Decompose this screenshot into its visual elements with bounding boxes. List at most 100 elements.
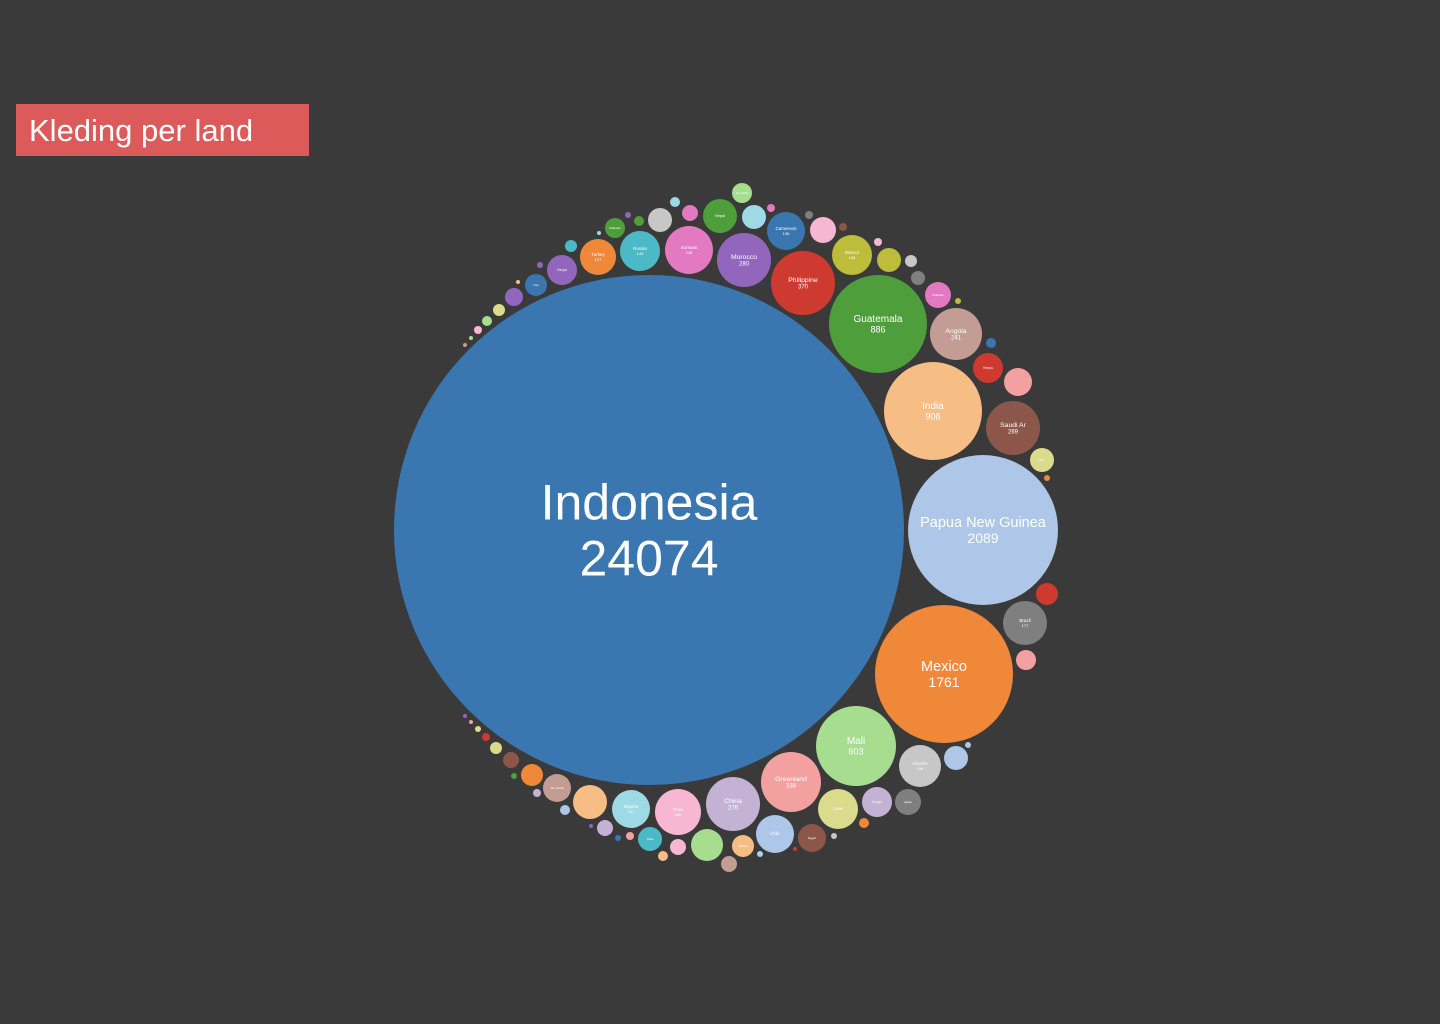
bubble-small[interactable] bbox=[521, 764, 543, 786]
bubble-small[interactable] bbox=[732, 183, 752, 203]
bubble-ukraine[interactable] bbox=[899, 745, 941, 787]
bubble-value: 145 bbox=[637, 251, 644, 256]
bubble-mexico[interactable] bbox=[832, 235, 872, 275]
bubble-small[interactable] bbox=[732, 835, 754, 857]
bubble-small[interactable] bbox=[560, 805, 570, 815]
bubble-small[interactable] bbox=[877, 248, 901, 272]
bubble-small[interactable] bbox=[482, 733, 490, 741]
bubble-small[interactable] bbox=[703, 199, 737, 233]
bubble-mali[interactable] bbox=[816, 706, 896, 786]
bubble-small[interactable] bbox=[469, 336, 473, 340]
bubble-small[interactable] bbox=[1030, 448, 1054, 472]
bubble-small[interactable] bbox=[905, 255, 917, 267]
bubble-small[interactable] bbox=[537, 262, 543, 268]
bubble-morocco[interactable] bbox=[717, 233, 771, 287]
bubble-small[interactable] bbox=[1016, 650, 1036, 670]
bubble-small[interactable] bbox=[634, 216, 644, 226]
bubble-nigeria[interactable] bbox=[612, 790, 650, 828]
bubble-brazil[interactable] bbox=[1003, 601, 1047, 645]
bubble-india[interactable] bbox=[884, 362, 982, 460]
bubble-small[interactable] bbox=[670, 839, 686, 855]
bubble-small[interactable] bbox=[1036, 583, 1058, 605]
bubble-indonesia[interactable] bbox=[394, 275, 904, 785]
bubble-small[interactable] bbox=[475, 726, 481, 732]
bubble-small[interactable] bbox=[615, 835, 621, 841]
bubble-small[interactable] bbox=[493, 304, 505, 316]
bubble-small[interactable] bbox=[597, 231, 601, 235]
bubble-small[interactable] bbox=[565, 240, 577, 252]
bubble-small[interactable] bbox=[1004, 368, 1032, 396]
bubble-small[interactable] bbox=[818, 789, 858, 829]
bubble-greenland[interactable] bbox=[761, 752, 821, 812]
bubble-small[interactable] bbox=[543, 774, 571, 802]
bubble-small[interactable] bbox=[973, 353, 1003, 383]
bubble-surinam[interactable] bbox=[665, 226, 713, 274]
bubble-value: 280 bbox=[739, 262, 750, 268]
bubble-small[interactable] bbox=[742, 205, 766, 229]
bubble-peru[interactable] bbox=[655, 789, 701, 835]
bubble-guatemala[interactable] bbox=[829, 275, 927, 373]
bubble-small[interactable] bbox=[944, 746, 968, 770]
bubble-papua-new-guinea[interactable] bbox=[908, 455, 1058, 605]
bubble-small[interactable] bbox=[516, 280, 520, 284]
bubble-small[interactable] bbox=[798, 824, 826, 852]
bubble-small[interactable] bbox=[490, 742, 502, 754]
bubble-small[interactable] bbox=[463, 714, 467, 718]
bubble-small[interactable] bbox=[658, 851, 668, 861]
bubble-small[interactable] bbox=[503, 752, 519, 768]
bubble-small[interactable] bbox=[670, 197, 680, 207]
bubble-small[interactable] bbox=[533, 789, 541, 797]
chart-title-box: Kleding per land bbox=[16, 104, 309, 156]
bubble-small[interactable] bbox=[862, 787, 892, 817]
bubble-china[interactable] bbox=[706, 777, 760, 831]
bubble-small[interactable] bbox=[626, 832, 634, 840]
bubble-mexico[interactable] bbox=[875, 605, 1013, 743]
bubble-small[interactable] bbox=[597, 820, 613, 836]
bubble-small[interactable] bbox=[757, 851, 763, 857]
bubble-small[interactable] bbox=[839, 223, 847, 231]
bubble-name: Indonesia bbox=[541, 475, 758, 531]
bubble-turkey[interactable] bbox=[580, 239, 616, 275]
bubble-philippine[interactable] bbox=[771, 251, 835, 315]
bubble-small[interactable] bbox=[691, 829, 723, 861]
bubble-cameroon[interactable] bbox=[767, 212, 805, 250]
bubble-small[interactable] bbox=[589, 824, 593, 828]
bubble-small[interactable] bbox=[547, 255, 577, 285]
bubble-name: Russia bbox=[633, 246, 647, 251]
bubble-small[interactable] bbox=[721, 856, 737, 872]
bubble-small[interactable] bbox=[805, 211, 813, 219]
bubble-small[interactable] bbox=[638, 827, 662, 851]
bubble-small[interactable] bbox=[474, 326, 482, 334]
bubble-small[interactable] bbox=[525, 274, 547, 296]
bubble-name: Turkey bbox=[591, 252, 605, 257]
bubble-small[interactable] bbox=[1044, 475, 1050, 481]
bubble-russia[interactable] bbox=[620, 231, 660, 271]
bubble-small[interactable] bbox=[925, 282, 951, 308]
bubble-small[interactable] bbox=[955, 298, 961, 304]
bubble-small[interactable] bbox=[965, 742, 971, 748]
bubble-small[interactable] bbox=[505, 288, 523, 306]
bubble-small[interactable] bbox=[573, 785, 607, 819]
bubble-small[interactable] bbox=[810, 217, 836, 243]
bubble-small[interactable] bbox=[767, 204, 775, 212]
bubble-small[interactable] bbox=[831, 833, 837, 839]
bubble-small[interactable] bbox=[911, 271, 925, 285]
bubble-small[interactable] bbox=[463, 343, 467, 347]
bubble-small[interactable] bbox=[756, 815, 794, 853]
bubble-small[interactable] bbox=[469, 720, 473, 724]
bubble-small[interactable] bbox=[625, 212, 631, 218]
bubble-small[interactable] bbox=[511, 773, 517, 779]
bubble-saudi-ar[interactable] bbox=[986, 401, 1040, 455]
bubble-small[interactable] bbox=[986, 338, 996, 348]
bubble-name: Saudi Ar bbox=[1000, 422, 1026, 429]
bubble-small[interactable] bbox=[648, 208, 672, 232]
bubble-small[interactable] bbox=[895, 789, 921, 815]
bubble-angola[interactable] bbox=[930, 308, 982, 360]
bubble-small[interactable] bbox=[482, 316, 492, 326]
bubble-small[interactable] bbox=[874, 238, 882, 246]
bubble-small[interactable] bbox=[605, 218, 625, 238]
bubble-small[interactable] bbox=[793, 847, 797, 851]
bubble-small[interactable] bbox=[682, 205, 698, 221]
bubble-small[interactable] bbox=[859, 818, 869, 828]
